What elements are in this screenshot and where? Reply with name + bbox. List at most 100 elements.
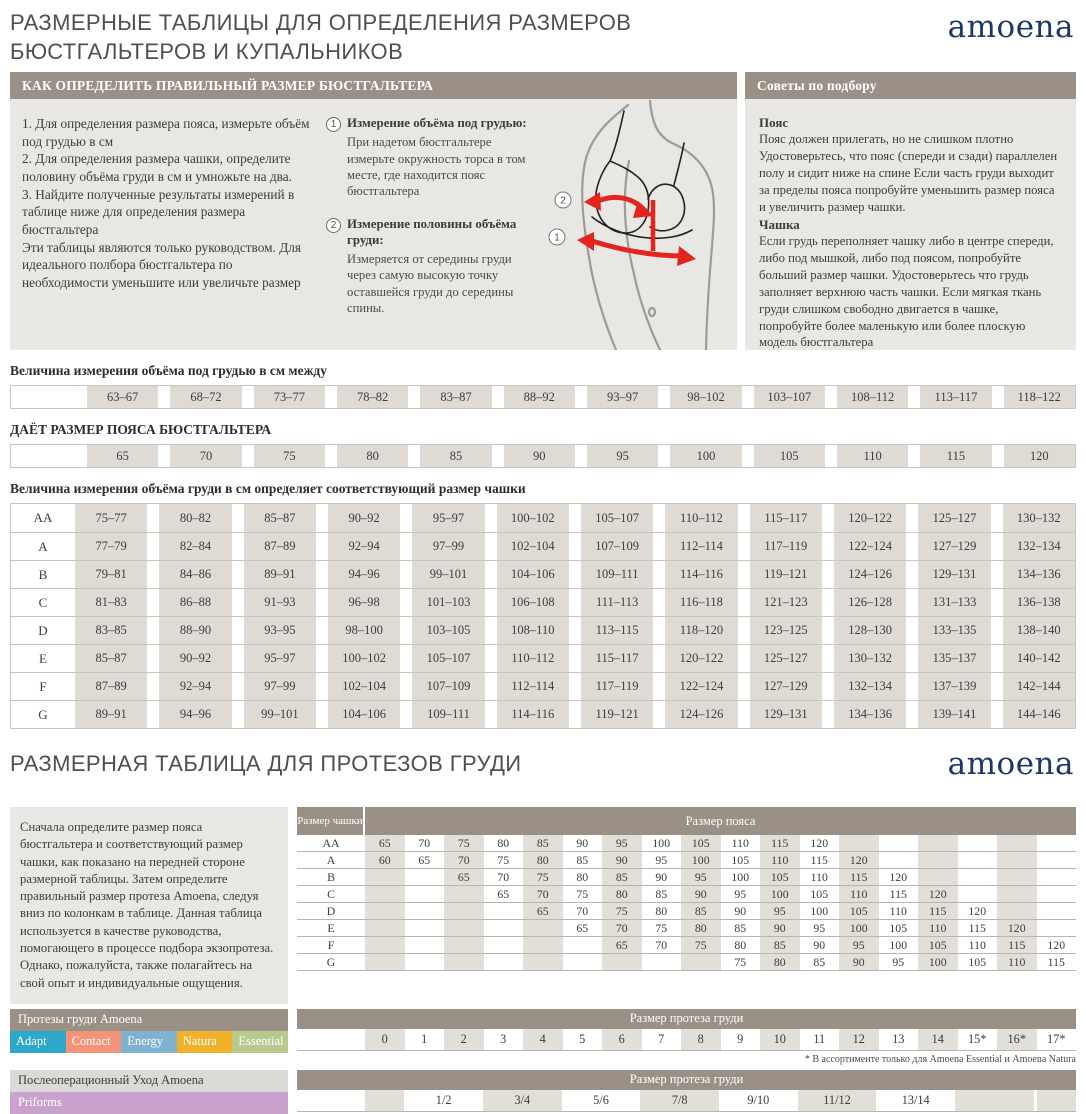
belt-size-cell: 65: [365, 835, 405, 852]
bust-range-cell: 90–92: [159, 645, 232, 673]
prosthesis-lines-block: Протезы груди Amoena Adapt Contact Energy N…: [10, 1008, 288, 1053]
belt-table-row: F 65 70 75 80 85 90 95 100 105 110 115 120: [297, 937, 1076, 955]
belt-size-cell: 85: [576, 852, 589, 867]
bust-range-cell: 115–117: [749, 504, 822, 533]
how-to-section: КАК ОПРЕДЕЛИТЬ ПРАВИЛЬНЫЙ РАЗМЕР БЮСТГАЛ…: [10, 72, 1076, 351]
belt-size-cell: 90: [760, 920, 800, 937]
prosthesis-size-cell: 5: [579, 1031, 586, 1046]
belt-size-cell: 75: [681, 937, 721, 954]
bust-range-cell: 83–85: [75, 617, 148, 645]
belt-size-cell: [918, 835, 958, 852]
measurement-item-1-title: Измерение объёма под грудью:: [347, 116, 527, 131]
cup-size-label: D: [38, 622, 48, 638]
belt-size-cell: 110: [760, 852, 800, 869]
bust-range-cell: 96–98: [327, 589, 401, 617]
cup-size-label: B: [38, 566, 48, 582]
belt-size-cell: 105: [839, 903, 879, 920]
belt-size-cell: [602, 954, 642, 971]
cup-size-table: AA 75–77 80–82 85–87 90–92 95–97 100–102 105–10…: [10, 503, 1076, 730]
bust-range-cell: 81–83: [75, 589, 148, 617]
bust-range-cell: 109–111: [412, 701, 485, 729]
belt-size-cell: [997, 886, 1037, 903]
belt-size-cell: 105: [918, 937, 958, 954]
bust-range-cell: 100–102: [496, 504, 569, 533]
page-title-line1: РАЗМЕРНЫЕ ТАБЛИЦЫ ДЛЯ ОПРЕДЕЛЕНИЯ РАЗМЕР…: [10, 10, 632, 35]
belt-size-cell: 115: [918, 903, 958, 920]
band-size-row-label: [11, 445, 75, 467]
belt-size-cell: [918, 852, 958, 869]
tips-cup-text: Если грудь переполняет чашку либо в цент…: [759, 234, 1054, 350]
prosthesis-section-title: РАЗМЕРНАЯ ТАБЛИЦА ДЛЯ ПРОТЕЗОВ ГРУДИ: [10, 750, 522, 776]
size-table-1-cells: 0 1 2 3 4 5 6 7 8 9 10 11 12 13 14 15* 16* 17*: [365, 1028, 1076, 1050]
band-size-cell: 110: [836, 445, 909, 468]
bust-range-cell: 119–121: [580, 701, 654, 729]
postop-block: Послеоперационный Уход Amoena Priforms: [10, 1069, 288, 1114]
belt-size-cell: 110: [889, 903, 907, 918]
belt-table-row: C 65 70 75 80 85 90 95 100 105 110 115 120: [297, 886, 1076, 904]
belt-size-cell: 70: [497, 869, 510, 884]
belt-size-cell: [484, 903, 524, 919]
band-size-heading: ДАЁТ РАЗМЕР ПОЯСА БЮСТГАЛЬТЕРА: [10, 422, 272, 438]
belt-size-cell: [1037, 835, 1077, 851]
bust-range-cell: 80–82: [159, 504, 232, 533]
bust-range-cell: 87–89: [243, 533, 316, 561]
cup-table-row: D 83–85 88–90 93–95 98–100 103–105 108–110 113–…: [11, 616, 1075, 645]
underbust-row-label: [11, 386, 75, 408]
how-to-step-3: 3. Найдите полученные результаты измерен…: [22, 186, 295, 238]
belt-size-cell: 115: [1047, 954, 1065, 969]
bust-range-cell: 103–105: [412, 617, 485, 645]
bust-range-cell: 110–112: [665, 504, 738, 533]
measurement-item-1-body: Измерение объёма под грудью: При надетом…: [347, 115, 534, 200]
bust-range-cell: 129–131: [918, 561, 991, 589]
cup-table-row: G 89–91 94–96 99–101 104–106 109–111 114–116 11…: [11, 700, 1075, 729]
bust-range-cell: 85–87: [243, 504, 316, 533]
size-table-footnote: * В ассортименте только для Amoena Essen…: [804, 1053, 1076, 1065]
belt-size-cell: [484, 954, 524, 970]
cup-table-row: AA 75–77 80–82 85–87 90–92 95–97 100–102 105–10…: [11, 504, 1075, 533]
size-table-1-row: 0 1 2 3 4 5 6 7 8 9 10 11 12 13 14 15* 16* 17*: [297, 1028, 1076, 1051]
bust-range-cell: 90–92: [327, 504, 401, 533]
bust-range-cell: 105–107: [412, 645, 485, 673]
belt-size-cell: 120: [810, 835, 829, 850]
belt-size-cell: 65: [444, 869, 484, 886]
bust-range-cell: 134–136: [1002, 561, 1075, 589]
prosthesis-size-cell: 13/14: [901, 1092, 930, 1107]
belt-size-cell: [365, 937, 405, 954]
belt-size-cell: 90: [576, 835, 589, 850]
prosthesis-belt-rows: AA 65 70 75 80 85 90 95 100 105 110 115 120 A 60 65 70 75…: [297, 835, 1077, 972]
cup-table-row: A 77–79 82–84 87–89 92–94 97–99 102–104 107–109…: [11, 532, 1075, 561]
measurement-item-2-text: Измеряется от середины груди через самую…: [347, 251, 514, 315]
how-to-step-1: 1. Для определения размера пояса, измерь…: [22, 116, 310, 149]
underbust-heading: Величина измерения объёма под грудью в с…: [10, 363, 327, 379]
belt-size-cell: 110: [731, 835, 749, 850]
bust-range-cell: 122–124: [833, 533, 907, 561]
how-to-panel: КАК ОПРЕДЕЛИТЬ ПРАВИЛЬНЫЙ РАЗМЕР БЮСТГАЛ…: [10, 72, 737, 351]
bust-range-cell: 109–111: [580, 561, 654, 589]
belt-size-cell: 100: [918, 954, 958, 971]
belt-table-row: B 65 70 75 80 85 90 95 100 105 110 115 120: [297, 869, 1076, 887]
belt-size-cell: 120: [1047, 937, 1066, 952]
bust-range-cell: 95–97: [243, 645, 316, 673]
cup-size-label: AA: [322, 835, 340, 850]
belt-size-cell: 75: [655, 920, 668, 935]
size-table-2-row-label: [297, 1090, 365, 1111]
cup-table-row: E 85–87 90–92 95–97 100–102 105–107 110–112 115…: [11, 644, 1075, 673]
bust-range-cell: 127–129: [749, 673, 822, 701]
bust-range-cell: 97–99: [243, 673, 316, 701]
tips-cup-title: Чашка: [759, 216, 800, 232]
illustration-mark-2: 2: [560, 196, 566, 207]
band-size-cell: 85: [420, 445, 492, 468]
belt-size-cell: 80: [523, 852, 563, 869]
belt-size-cell: 80: [655, 903, 668, 918]
belt-size-cell: 100: [731, 869, 750, 884]
bust-range-cell: 115–117: [580, 645, 654, 673]
bust-range-cell: 132–134: [833, 673, 907, 701]
belt-size-cell: 90: [602, 852, 642, 869]
prosthesis-size-cell: 14: [918, 1028, 958, 1050]
belt-size-cell: 65: [602, 937, 642, 954]
belt-size-cell: 95: [813, 920, 826, 935]
prosthesis-size-cell: 3: [500, 1031, 507, 1046]
bust-range-cell: 106–108: [496, 589, 569, 617]
size-table-1-row-label: [297, 1029, 365, 1050]
belt-table-row: E 65 70 75 80 85 90 95 100 105 110 115 120: [297, 920, 1076, 938]
